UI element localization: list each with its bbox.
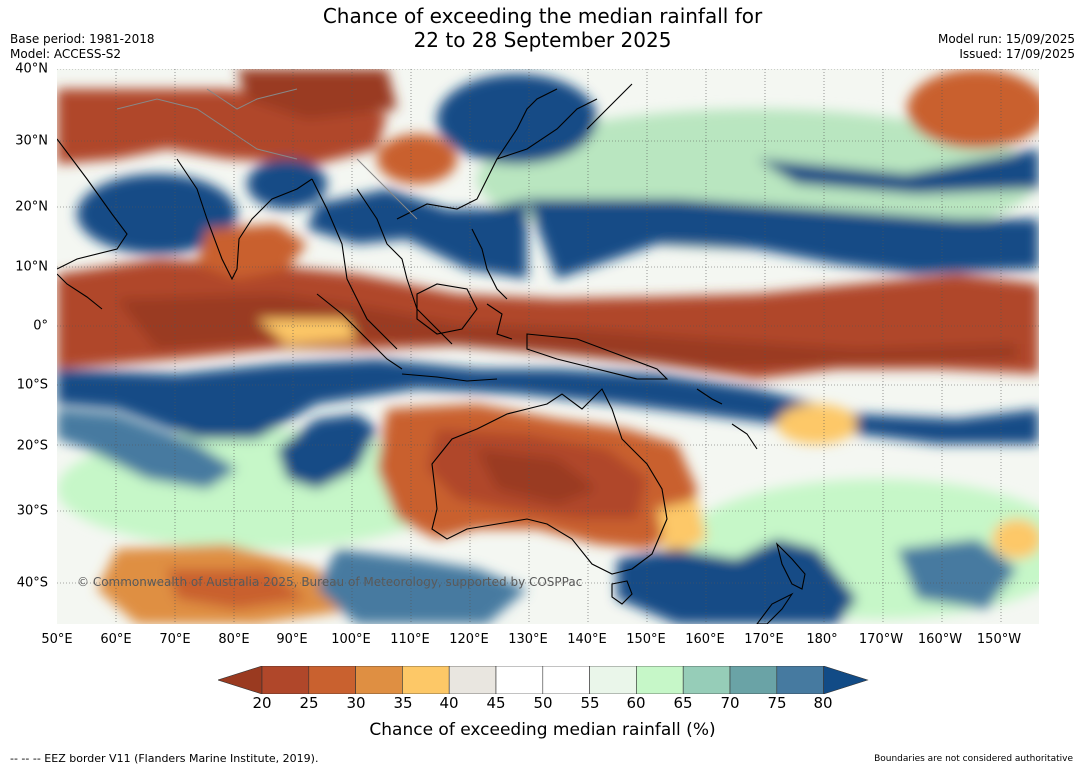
lat-label: 30°S <box>16 503 48 519</box>
map-copyright: © Commonwealth of Australia 2025, Bureau… <box>77 575 583 589</box>
colorbar-tick: 30 <box>346 694 366 712</box>
lat-label: 10°N <box>15 259 48 275</box>
lat-label: 20°S <box>16 438 48 454</box>
colorbar-tick: 70 <box>720 694 740 712</box>
title-line-2: 22 to 28 September 2025 <box>413 28 672 52</box>
colorbar-tick: 65 <box>673 694 693 712</box>
lon-label: 150°W <box>976 632 1022 647</box>
lon-label: 170°W <box>858 632 904 647</box>
colorbar-label: Chance of exceeding median rainfall (%) <box>369 720 716 740</box>
colorbar-extend-low <box>218 666 263 694</box>
boundaries-note: Boundaries are not considered authoritat… <box>874 754 1073 764</box>
colorbar-cell <box>261 666 310 694</box>
colorbar-tick: 35 <box>393 694 413 712</box>
colorbar-cell <box>448 666 497 694</box>
lat-label: 40°S <box>16 575 48 591</box>
model-name: Model: ACCESS-S2 <box>10 47 122 61</box>
lat-label: 20°N <box>15 199 48 215</box>
colorbar-tick: 50 <box>533 694 553 712</box>
colorbar-cell <box>776 666 824 694</box>
colorbar-cell <box>636 666 684 694</box>
rainfall-map-graphic <box>57 69 1039 624</box>
lon-label: 160°W <box>917 632 963 647</box>
colorbar-cell <box>589 666 637 694</box>
colorbar-cell <box>495 666 544 694</box>
map-title: Chance of exceeding the median rainfall … <box>0 4 1085 52</box>
colorbar-cell <box>542 666 590 694</box>
lon-label: 170°E <box>744 632 784 647</box>
base-period: Base period: 1981-2018 <box>10 32 155 46</box>
lon-label: 60°E <box>100 632 132 647</box>
rainfall-map <box>57 69 1039 624</box>
lon-label: 50°E <box>41 632 73 647</box>
colorbar-tick: 55 <box>580 694 600 712</box>
lon-label: 100°E <box>331 632 371 647</box>
run-info: Model run: 15/09/2025 Issued: 17/09/2025 <box>938 32 1075 62</box>
lon-label: 160°E <box>685 632 725 647</box>
lat-label: 10°S <box>16 377 48 393</box>
lat-label: 40°N <box>15 61 48 77</box>
lat-label: 30°N <box>15 133 48 149</box>
colorbar-cell <box>355 666 403 694</box>
lon-label: 130°E <box>508 632 548 647</box>
lon-label: 180° <box>806 632 838 647</box>
model-run: Model run: 15/09/2025 <box>937 32 1075 46</box>
colorbar-cell <box>308 666 356 694</box>
colorbar-tick: 75 <box>767 694 787 712</box>
colorbar-tick: 60 <box>626 694 646 712</box>
eez-note: -- -- -- EEZ border V11 (Flanders Marine… <box>10 752 319 765</box>
lon-label: 90°E <box>276 632 308 647</box>
lon-label: 80°E <box>218 632 250 647</box>
colorbar-tick: 80 <box>813 694 833 712</box>
colorbar-extend-high <box>823 666 869 694</box>
colorbar-cell <box>729 666 778 694</box>
colorbar-tick: 25 <box>299 694 319 712</box>
colorbar-tick: 45 <box>486 694 506 712</box>
title-line-1: Chance of exceeding the median rainfall … <box>322 4 763 28</box>
colorbar-cell <box>402 666 450 694</box>
lon-label: 120°E <box>449 632 489 647</box>
model-info: Base period: 1981-2018 Model: ACCESS-S2 <box>10 32 155 62</box>
colorbar <box>218 666 869 694</box>
lon-label: 150°E <box>626 632 666 647</box>
lat-label: 0° <box>33 318 48 334</box>
lon-label: 70°E <box>159 632 191 647</box>
colorbar-tick: 20 <box>252 694 272 712</box>
lon-label: 140°E <box>567 632 607 647</box>
colorbar-cell <box>682 666 731 694</box>
issued-date: Issued: 17/09/2025 <box>959 47 1075 61</box>
lon-label: 110°E <box>390 632 430 647</box>
colorbar-tick: 40 <box>439 694 459 712</box>
